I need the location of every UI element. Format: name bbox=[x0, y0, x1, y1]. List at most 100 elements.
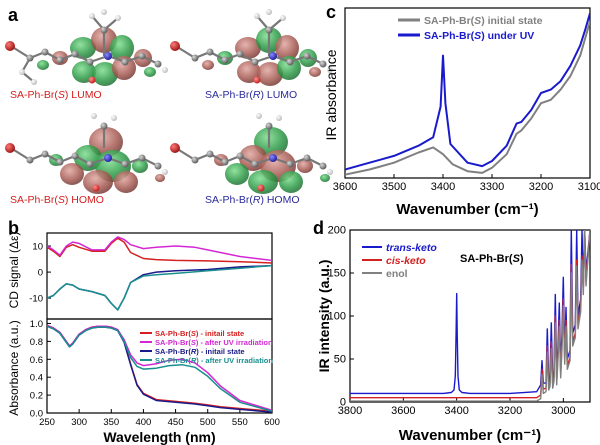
molecule-r-lumo bbox=[170, 9, 333, 86]
panel-b-letter: b bbox=[8, 218, 19, 238]
y-axis-label: IR absorbance bbox=[323, 49, 339, 140]
caption-r-lumo: SA-Ph-Br(R) LUMO bbox=[205, 89, 297, 101]
series-group bbox=[350, 230, 590, 402]
series-line-1 bbox=[345, 12, 590, 171]
x-tick-label: 300 bbox=[71, 417, 87, 428]
x-tick-label: 350 bbox=[103, 417, 119, 428]
caption-prefix: SA-Ph-Br( bbox=[10, 89, 58, 101]
caption-suffix: ) LUMO bbox=[260, 89, 297, 101]
plot-frame bbox=[46, 232, 273, 320]
panel-c-letter: c bbox=[326, 2, 336, 22]
y-tick-label: 0.0 bbox=[30, 409, 43, 420]
y-tick-label: -10 bbox=[29, 294, 43, 305]
series-group bbox=[47, 236, 272, 311]
plot-frame bbox=[344, 7, 591, 179]
y-tick-label: 100 bbox=[328, 311, 346, 323]
y-tick-label: 0.2 bbox=[30, 391, 43, 402]
atoms bbox=[5, 113, 168, 192]
x-tick-label: 250 bbox=[39, 417, 55, 428]
x-tick-label: 3200 bbox=[498, 405, 522, 417]
panel-a-letter: a bbox=[8, 5, 19, 25]
x-tick-label: 3300 bbox=[480, 181, 504, 193]
chart-cd-spectrum: 10 0 -10 CD signal (Δε) bbox=[7, 232, 273, 320]
legend-entry: SA-Ph-Br(S) under UV bbox=[424, 30, 534, 42]
panel-b: b 10 0 -10 CD signal (Δε) 250 300 350 400 450 50… bbox=[7, 218, 280, 445]
caption-stereo: S bbox=[58, 89, 65, 101]
y-tick-label: 0 bbox=[38, 268, 43, 279]
x-tick-label: 3600 bbox=[333, 181, 357, 193]
x-tick-label: 3500 bbox=[382, 181, 406, 193]
x-tick-label: 400 bbox=[135, 417, 151, 428]
x-tick-label: 3000 bbox=[551, 405, 575, 417]
caption-prefix: SA-Ph-Br( bbox=[10, 194, 58, 206]
y-tick-label: 200 bbox=[328, 225, 346, 237]
caption-suffix: ) HOMO bbox=[65, 194, 104, 206]
caption-s-lumo: SA-Ph-Br(S) LUMO bbox=[10, 89, 102, 101]
legend-entry: SA-Ph-Br(S) initial state bbox=[424, 15, 543, 27]
x-tick-label: 3800 bbox=[338, 405, 362, 417]
series-line-0 bbox=[47, 237, 272, 264]
panel-d: d 3800 3600 3400 3200 3000 0 50 100 150 200 Wavenu… bbox=[313, 218, 591, 444]
caption-r-homo: SA-Ph-Br(R) HOMO bbox=[205, 194, 300, 206]
series-line-3 bbox=[47, 325, 272, 412]
series-line-1 bbox=[47, 236, 272, 262]
y-tick-label: 0.6 bbox=[30, 355, 43, 366]
caption-prefix: SA-Ph-Br( bbox=[205, 194, 253, 206]
x-axis-label: Wavenumber (cm⁻¹) bbox=[396, 201, 538, 218]
y-tick-label: 1.0 bbox=[30, 319, 43, 330]
x-tick-label: 3400 bbox=[431, 181, 455, 193]
y-tick-label: 50 bbox=[334, 354, 346, 366]
chart-ir-absorbance: 3600 3500 3400 3300 3200 3100 Wavenumber (cm⁻¹… bbox=[323, 7, 600, 218]
molecule-s-homo bbox=[5, 113, 168, 194]
legend-entry: cis-keto bbox=[386, 255, 426, 267]
series-line-2 bbox=[350, 230, 590, 402]
caption-stereo: R bbox=[253, 194, 261, 206]
legend-entry: SA-Ph-Br(S) - initail state bbox=[155, 329, 244, 338]
legend-entry: SA-Ph-Br(R) - after UV irradiation bbox=[155, 356, 273, 365]
series-line-0 bbox=[345, 21, 590, 176]
atoms bbox=[170, 113, 333, 192]
y-tick-label: 150 bbox=[328, 268, 346, 280]
y-tick-label: 0.4 bbox=[30, 373, 43, 384]
series-group bbox=[47, 324, 272, 413]
x-axis-label: Wavenumber (cm⁻¹) bbox=[399, 427, 541, 444]
x-tick-label: 3600 bbox=[391, 405, 415, 417]
molecule-r-homo bbox=[170, 113, 333, 194]
chart-absorbance-spectrum: 250 300 350 400 450 500 550 600 0.0 0.2 0.4 0.6 0.8 1… bbox=[7, 318, 280, 445]
caption-suffix: ) HOMO bbox=[260, 194, 299, 206]
x-axis-label: Wavelength (nm) bbox=[103, 429, 215, 445]
caption-stereo: R bbox=[253, 89, 261, 101]
y-axis-label: Absorbance (a.u.) bbox=[7, 320, 21, 415]
chart-ir-intensity: 3800 3600 3400 3200 3000 0 50 100 150 200 Wavenumb… bbox=[316, 225, 591, 444]
x-tick-label: 3100 bbox=[578, 181, 600, 193]
y-tick-label: 0.8 bbox=[30, 337, 43, 348]
legend-entry: trans-keto bbox=[386, 242, 437, 254]
caption-prefix: SA-Ph-Br( bbox=[205, 89, 253, 101]
y-axis-label: CD signal (Δε) bbox=[7, 232, 21, 309]
x-tick-label: 550 bbox=[232, 417, 248, 428]
series-group bbox=[345, 12, 590, 176]
panel-d-letter: d bbox=[313, 218, 324, 238]
legend-entry: SA-Ph-Br(S) - after UV irradiation bbox=[155, 338, 273, 347]
panel-c: c 3600 3500 3400 3300 3200 3100 Wavenumber (cm… bbox=[323, 2, 600, 218]
legend-entry: SA-Ph-Br(R) - initail state bbox=[155, 347, 245, 356]
atoms bbox=[170, 9, 333, 84]
y-tick-label: 0 bbox=[340, 397, 346, 409]
chart-title: SA-Ph-Br(S) bbox=[460, 253, 524, 265]
caption-stereo: S bbox=[58, 194, 65, 206]
caption-suffix: ) LUMO bbox=[65, 89, 102, 101]
y-axis-label: IR intensity (a.u.) bbox=[316, 260, 332, 373]
molecule-s-lumo bbox=[5, 9, 168, 86]
x-tick-label: 450 bbox=[168, 417, 184, 428]
legend-entry: enol bbox=[386, 268, 408, 280]
plot-frame bbox=[46, 318, 273, 414]
x-tick-label: 3200 bbox=[529, 181, 553, 193]
caption-s-homo: SA-Ph-Br(S) HOMO bbox=[10, 194, 104, 206]
series-line-2 bbox=[47, 264, 272, 311]
x-tick-label: 3400 bbox=[444, 405, 468, 417]
orbital-captions: SA-Ph-Br(S) LUMO SA-Ph-Br(R) LUMO SA-Ph-… bbox=[10, 89, 300, 206]
panel-a: a bbox=[5, 5, 333, 206]
series-line-3 bbox=[47, 264, 272, 311]
atoms bbox=[5, 9, 168, 85]
